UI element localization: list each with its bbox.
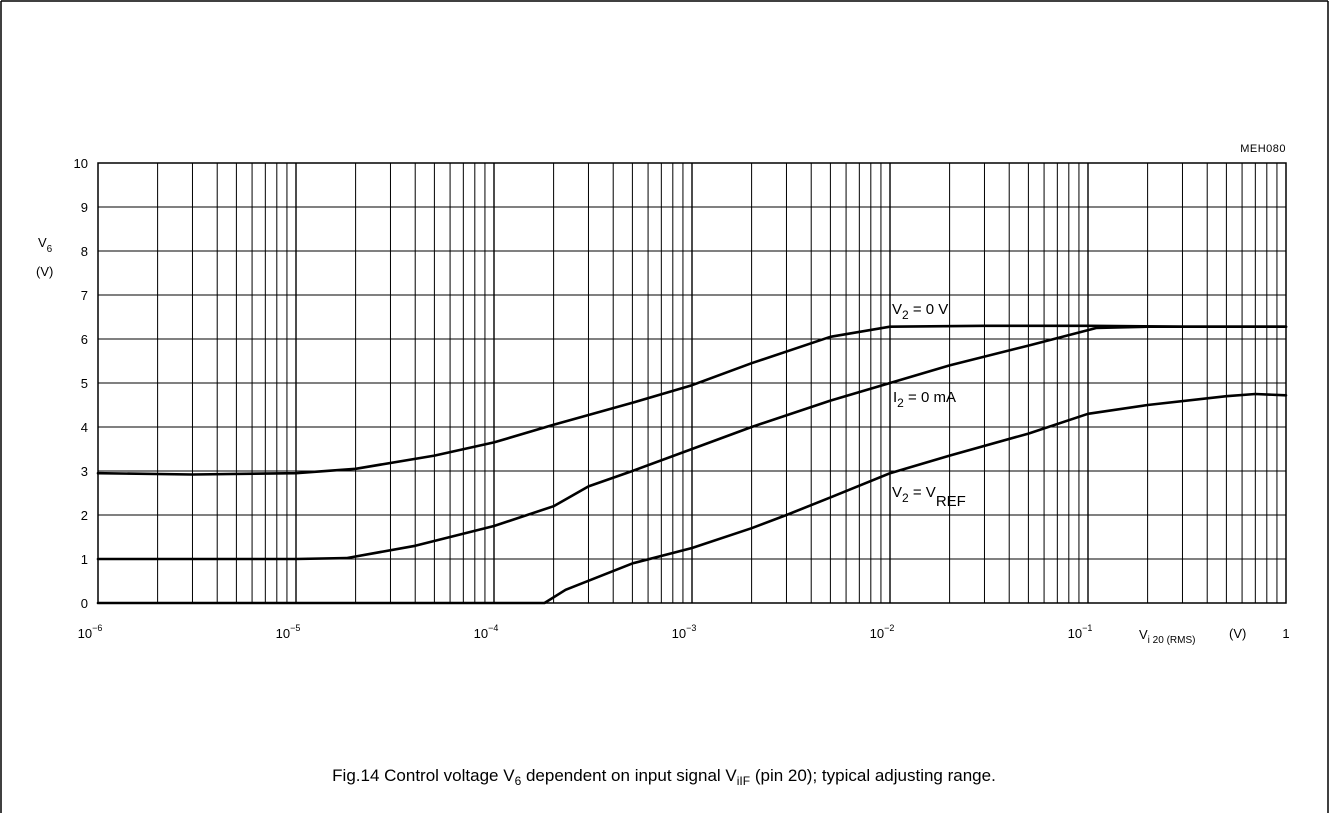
y-axis-unit: (V) xyxy=(36,264,53,279)
curve-label-i2-sub: 2 xyxy=(897,396,904,410)
curve-label-vref-rest: = V xyxy=(909,484,936,501)
x-tick-label: 10−5 xyxy=(276,623,301,641)
y-axis-label: V6 xyxy=(38,235,53,255)
y-tick-labels: 0 1 2 3 4 5 6 7 8 9 10 xyxy=(74,156,88,611)
y-tick-label: 7 xyxy=(81,288,88,303)
x-axis-label: Vi 20 (RMS) xyxy=(1139,627,1195,646)
y-tick-label: 0 xyxy=(81,596,88,611)
x-tick-label: 10−2 xyxy=(870,623,895,641)
caption-mid: dependent on input signal V xyxy=(521,766,737,785)
curves xyxy=(96,324,1288,605)
y-tick-label: 9 xyxy=(81,200,88,215)
series-line-2 xyxy=(96,392,1288,605)
caption-suffix: (pin 20); typical adjusting range. xyxy=(750,766,996,785)
y-tick-label: 10 xyxy=(74,156,88,171)
y-tick-label: 3 xyxy=(81,464,88,479)
x-tick-label: 10−1 xyxy=(1068,623,1093,641)
y-axis-label-main: V xyxy=(38,235,47,250)
y-tick-label: 6 xyxy=(81,332,88,347)
y-tick-label: 4 xyxy=(81,420,88,435)
curve-label-vref-sub: 2 xyxy=(902,491,909,505)
curve-label-vref-main: V xyxy=(892,484,902,501)
curve-label-i2-main: I xyxy=(893,389,897,406)
figure-code: MEH080 xyxy=(1240,143,1286,155)
curve-label-v2-vref: V2 = VREF xyxy=(892,484,966,510)
x-axis-label-main: V xyxy=(1139,627,1148,642)
caption-sub2: iIF xyxy=(737,774,750,788)
curve-label-i2-0ma: I2 = 0 mA xyxy=(893,389,956,410)
series-line-0 xyxy=(96,324,1288,476)
x-axis-label-sub: i 20 (RMS) xyxy=(1148,635,1196,646)
x-tick-label: 10−6 xyxy=(78,623,103,641)
x-tick-label: 10−4 xyxy=(474,623,499,641)
curve-label-v2-0v: V2 = 0 V xyxy=(892,301,948,322)
x-tick-labels: 10−6 10−5 10−4 10−3 10−2 10−1 1 xyxy=(78,623,1290,641)
caption-sub1: 6 xyxy=(515,774,522,788)
caption-prefix: Fig.14 Control voltage V xyxy=(332,766,515,785)
curve-label-i2-rest: = 0 mA xyxy=(904,389,956,406)
y-tick-label: 8 xyxy=(81,244,88,259)
plot-area xyxy=(97,162,1287,604)
y-axis-label-sub: 6 xyxy=(47,244,53,255)
grid-lines xyxy=(98,163,1286,603)
y-tick-label: 5 xyxy=(81,376,88,391)
y-tick-label: 1 xyxy=(81,552,88,567)
curve-label-v2-0v-main: V xyxy=(892,301,902,318)
series-line-1 xyxy=(96,325,1288,561)
figure-caption: Fig.14 Control voltage V6 dependent on i… xyxy=(332,766,996,788)
curve-label-v2-0v-rest: = 0 V xyxy=(909,301,949,318)
curve-label-vref-sub2: REF xyxy=(936,493,966,510)
curve-label-v2-0v-sub: 2 xyxy=(902,308,909,322)
x-tick-label: 1 xyxy=(1282,626,1289,641)
y-tick-label: 2 xyxy=(81,508,88,523)
x-axis-unit: (V) xyxy=(1229,626,1246,641)
x-tick-label: 10−3 xyxy=(672,623,697,641)
